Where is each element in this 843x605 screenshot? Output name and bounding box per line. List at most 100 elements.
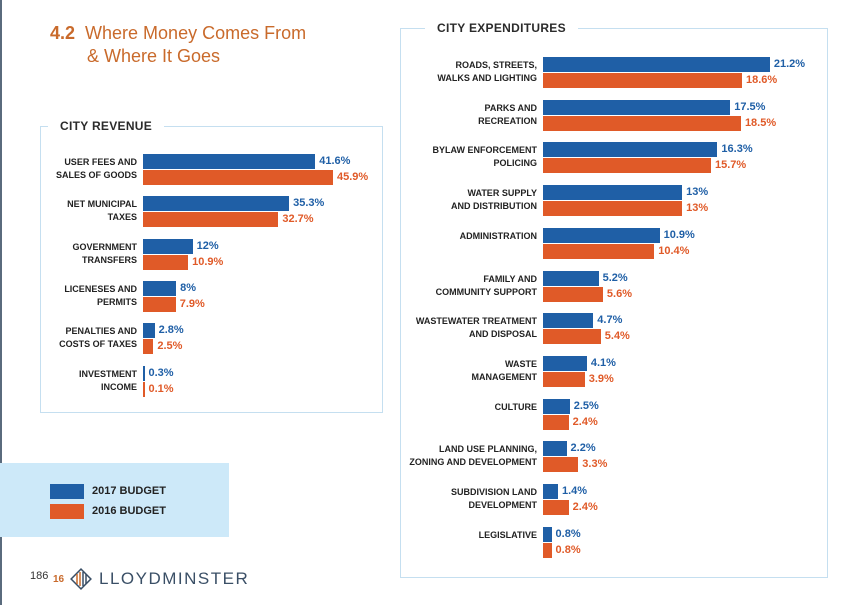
expenditure-value-label-2017: 5.2% (602, 271, 628, 284)
expenditure-category-label: LAND USE PLANNING, ZONING AND DEVELOPMEN… (409, 444, 537, 468)
revenue-bar-2016 (143, 381, 145, 397)
expenditure-category-label: FAMILY AND COMMUNITY SUPPORT (435, 273, 537, 297)
revenue-bar-2016 (143, 170, 334, 185)
expenditure-bar-2016 (543, 286, 603, 302)
expenditure-bar-2017 (543, 270, 599, 286)
revenue-value-label-2016: 0.1% (148, 382, 174, 395)
revenue-bar-2017 (143, 280, 177, 296)
lloydminster-logo-icon (70, 568, 92, 590)
expenditure-category-label: SUBDIVISION LAND DEVELOPMENT (450, 487, 537, 510)
legend-label-2016: 2016 BUDGET (92, 505, 166, 517)
section-title-line2: & Where It Goes (87, 46, 221, 66)
expenditure-bar-2016 (543, 115, 741, 131)
expenditure-category-label: CULTURE (494, 401, 537, 412)
expenditure-bar-2017 (543, 313, 594, 329)
section-heading: 4.2 Where Money Comes From & Where It Goe… (50, 22, 306, 68)
page-number: 186 (30, 570, 49, 582)
expenditure-value-label-2017: 13% (686, 186, 709, 199)
expenditure-value-label-2017: 17.5% (734, 100, 766, 113)
expenditure-value-label-2016: 2.4% (572, 501, 598, 513)
revenue-value-label-2016: 7.9% (179, 297, 205, 310)
expenditure-value-label-2017: 2.2% (570, 442, 596, 455)
expenditure-chart-title: CITY EXPENDITURES (425, 20, 578, 36)
revenue-bar-2016 (143, 296, 176, 312)
revenue-value-label-2016: 32.7% (282, 213, 314, 226)
expenditure-bar-2016 (543, 73, 743, 88)
expenditure-bar-2016 (543, 329, 601, 345)
revenue-bar-2016 (143, 339, 154, 355)
section-title-line1: Where Money Comes From (85, 23, 307, 43)
logo-number: 16 (53, 574, 65, 585)
expenditure-bar-2016 (543, 371, 585, 387)
expenditure-bar-2016 (543, 542, 552, 558)
expenditure-bar-2016 (543, 158, 711, 174)
expenditure-value-label-2016: 15.7% (714, 159, 747, 172)
expenditure-value-label-2016: 13% (686, 202, 709, 215)
revenue-value-label-2017: 0.3% (148, 366, 174, 379)
revenue-chart-title: CITY REVENUE (48, 118, 165, 134)
revenue-category-label: PENALTIES AND COSTS OF TAXES (59, 326, 137, 350)
revenue-value-label-2017: 35.3% (293, 197, 325, 210)
revenue-value-label-2016: 45.9% (337, 171, 369, 183)
expenditure-bar-2017 (543, 526, 552, 542)
revenue-value-label-2017: 41.6% (319, 155, 351, 167)
revenue-bar-2017 (143, 154, 316, 169)
expenditure-category-label: WASTE MANAGEMENT (471, 358, 538, 382)
expenditure-bar-2016 (543, 243, 655, 259)
page-edge-rule (0, 0, 2, 605)
revenue-category-label: LICENESES AND PERMITS (64, 283, 137, 307)
expenditure-category-label: WASTEWATER TREATMENT AND DISPOSAL (415, 316, 537, 340)
expenditure-value-label-2016: 0.8% (555, 543, 581, 556)
expenditure-value-label-2016: 5.4% (604, 330, 630, 343)
expenditure-category-label: ADMINISTRATION (459, 230, 537, 241)
revenue-value-label-2017: 12% (196, 239, 219, 252)
revenue-value-label-2016: 2.5% (157, 340, 183, 353)
expenditure-bar-2017 (543, 99, 731, 115)
expenditure-bar-2017 (543, 484, 558, 499)
revenue-bar-2016 (143, 254, 189, 270)
expenditure-value-label-2017: 4.7% (597, 314, 623, 327)
expenditure-value-label-2016: 10.4% (658, 244, 690, 257)
revenue-category-label: GOVERNMENT TRANSFERS (72, 241, 137, 265)
revenue-bar-2016 (143, 212, 279, 228)
expenditure-category-label: PARKS AND RECREATION (478, 102, 537, 126)
expenditure-category-label: ROADS, STREETS, WALKS AND LIGHTING (437, 60, 537, 83)
expenditure-value-label-2017: 16.3% (721, 143, 753, 156)
legend: 2017 BUDGET 2016 BUDGET (0, 463, 229, 537)
expenditure-value-label-2016: 3.3% (582, 458, 608, 471)
revenue-value-label-2017: 2.8% (158, 324, 184, 337)
section-number: 4.2 (50, 23, 76, 43)
revenue-bar-2017 (143, 365, 145, 381)
expenditure-value-label-2017: 4.1% (590, 356, 616, 369)
expenditure-bar-2016 (543, 500, 569, 515)
expenditure-category-label: WATER SUPPLY AND DISTRIBUTION (451, 188, 537, 212)
revenue-bar-2017 (143, 196, 290, 212)
expenditure-chart-panel: CITY EXPENDITURES (400, 20, 828, 578)
expenditure-value-label-2017: 1.4% (561, 485, 588, 497)
revenue-value-label-2017: 8% (180, 281, 197, 294)
expenditure-bar-2017 (543, 142, 718, 158)
expenditure-bar-2017 (543, 57, 770, 72)
legend-label-2017: 2017 BUDGET (92, 485, 166, 497)
revenue-category-label: NET MUNICIPAL TAXES (67, 199, 137, 223)
expenditure-value-label-2016: 18.5% (744, 116, 777, 129)
expenditure-value-label-2017: 10.9% (663, 228, 695, 241)
expenditure-value-label-2016: 18.6% (746, 74, 778, 86)
revenue-bar-2017 (143, 238, 193, 254)
expenditure-value-label-2017: 0.8% (555, 527, 581, 540)
expenditure-value-label-2016: 2.4% (572, 415, 598, 428)
expenditure-category-label: BYLAW ENFORCEMENT POLICING (432, 145, 538, 169)
expenditure-bar-2016 (543, 414, 569, 430)
expenditure-value-label-2017: 21.2% (773, 58, 806, 70)
expenditure-bar-2017 (543, 398, 570, 414)
revenue-value-label-2016: 10.9% (192, 255, 224, 268)
expenditure-value-label-2017: 2.5% (573, 399, 599, 412)
expenditure-value-label-2016: 3.9% (588, 372, 614, 385)
expenditure-bar-2017 (543, 185, 683, 201)
revenue-category-label: INVESTMENT INCOME (78, 368, 137, 392)
logo-text: LLOYDMINSTER (99, 569, 250, 588)
revenue-category-label: USER FEES AND SALES OF GOODS (55, 157, 137, 180)
revenue-chart-panel: CITY REVENUE (40, 118, 383, 413)
revenue-bar-2017 (143, 323, 155, 339)
expenditure-bar-2016 (543, 457, 579, 473)
